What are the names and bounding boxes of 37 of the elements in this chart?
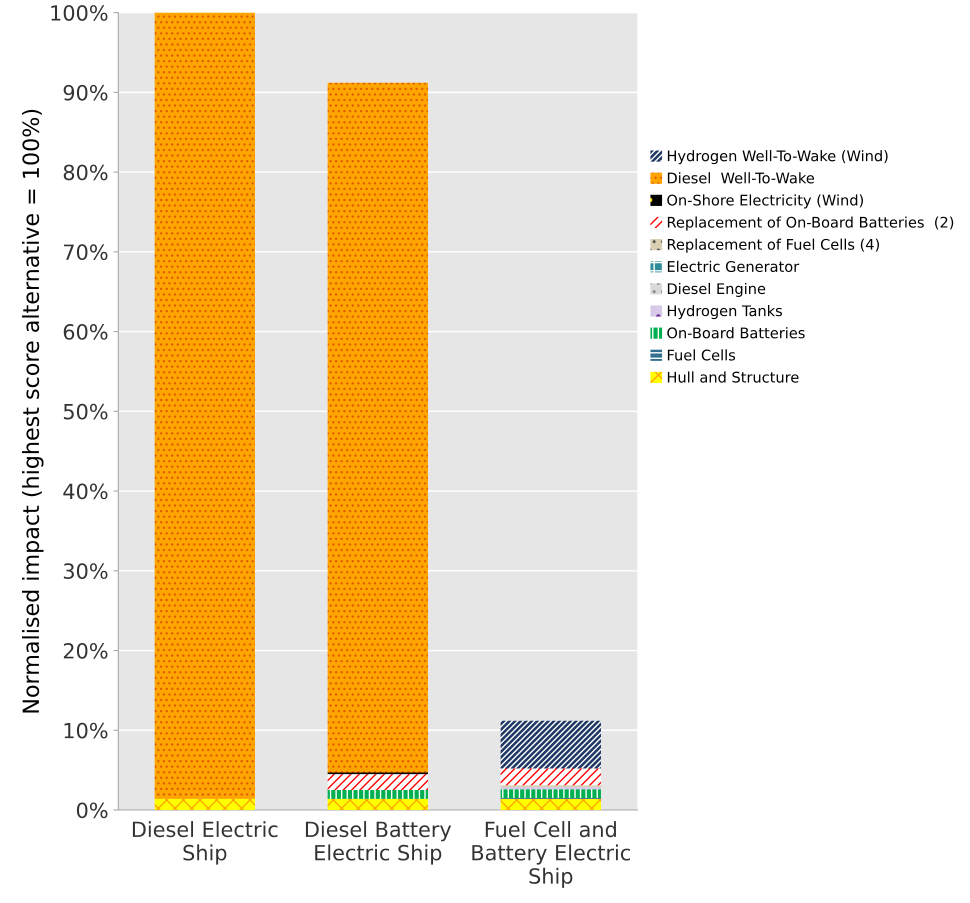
y-tick-label: 0% [76,802,108,818]
legend-label: Diesel Engine [668,282,766,297]
legend-label: Fuel Cells [668,349,736,361]
x-tick-label: Diesel Electric Ship [132,821,278,865]
legend-label: Hydrogen Tanks [668,305,782,320]
y-tick-label: 90% [64,84,108,101]
bar [500,786,601,790]
y-tick-label: 20% [64,642,108,659]
x-tick-label: Fuel Cell and Battery Electric Ship [472,821,630,888]
legend-label: Electric Generator [668,260,800,272]
bar [328,798,428,810]
y-tick-label: 30% [64,563,108,579]
y-tick-label: 80% [64,164,108,180]
legend-label: On-Board Batteries [667,327,805,338]
bar [328,82,428,773]
bar [500,768,601,786]
bar [500,789,601,798]
y-tick-label: 10% [64,722,108,738]
bar [500,720,601,769]
y-tick-label: 70% [64,244,108,260]
legend-label: Replacement of On-Board Batteries (2) [668,216,954,231]
bar [328,790,428,799]
legend-label: Replacement of Fuel Cells (4) [668,238,879,253]
y-tick-label: 100% [51,5,108,21]
bar [154,798,255,810]
legend-label: Hull and Structure [668,371,799,383]
bar [328,774,428,790]
x-tick-label: Diesel Battery Electric Ship [306,821,452,865]
bar [154,12,255,799]
legend-label: On-Shore Electricity (Wind) [667,194,863,208]
y-tick-label: 50% [64,404,108,420]
y-tick-label: 60% [64,324,108,340]
legend-label: Diesel Well-To-Wake [668,172,814,184]
bar [500,798,601,810]
y-axis-title: Normalised impact (highest score alternative = 100%) [22,110,44,712]
legend-label: Hydrogen Well-To-Wake (Wind) [668,150,888,164]
y-tick-label: 40% [63,484,108,500]
